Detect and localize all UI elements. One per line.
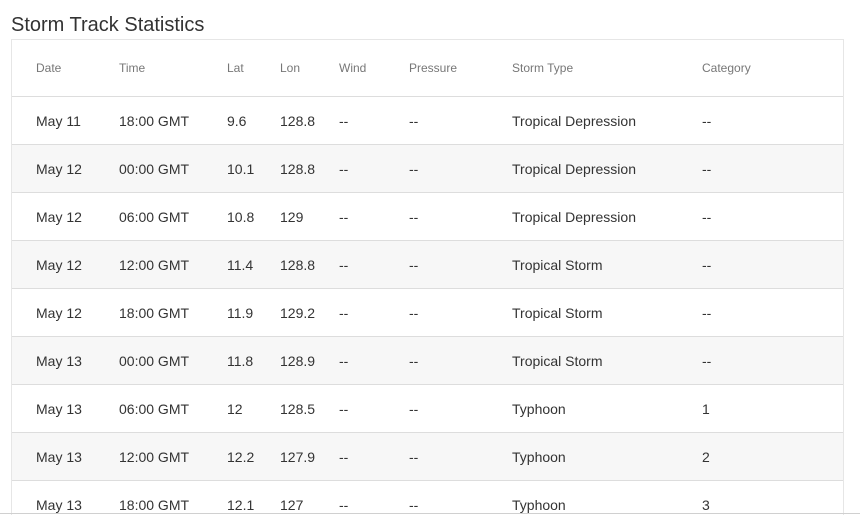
table-row: May 12 12:00 GMT 11.4 128.8 -- -- Tropical Sto… — [12, 240, 843, 289]
cell-time: 18:00 GMT — [119, 288, 227, 337]
table-row: May 11 18:00 GMT 9.6 128.8 -- -- Tropical Depr… — [12, 96, 843, 145]
page-title: Storm Track Statistics — [11, 14, 205, 36]
cell-category: -- — [702, 240, 843, 289]
cell-storm-type: Tropical Storm — [512, 240, 702, 289]
cell-time: 12:00 GMT — [119, 240, 227, 289]
column-header-date[interactable]: Date — [12, 40, 119, 97]
cell-time: 12:00 GMT — [119, 432, 227, 481]
cell-wind: -- — [339, 384, 409, 433]
cell-pressure: -- — [409, 384, 512, 433]
cell-lon: 127 — [280, 480, 339, 515]
cell-category: 3 — [702, 480, 843, 515]
cell-date: May 13 — [12, 432, 119, 481]
cell-lon: 128.8 — [280, 144, 339, 193]
cell-category: 2 — [702, 432, 843, 481]
cell-pressure: -- — [409, 288, 512, 337]
cell-storm-type: Tropical Storm — [512, 288, 702, 337]
column-header-time[interactable]: Time — [119, 40, 227, 97]
cell-wind: -- — [339, 96, 409, 145]
cell-lat: 11.8 — [227, 336, 280, 385]
cell-time: 06:00 GMT — [119, 384, 227, 433]
cell-lat: 11.4 — [227, 240, 280, 289]
table-row: May 12 00:00 GMT 10.1 128.8 -- -- Tropical Dep… — [12, 144, 843, 193]
cell-lat: 10.1 — [227, 144, 280, 193]
cell-wind: -- — [339, 144, 409, 193]
column-header-lon[interactable]: Lon — [280, 40, 339, 97]
header-row: Date Time Lat Lon Wind Pressure Storm Ty… — [12, 40, 843, 97]
cell-wind: -- — [339, 288, 409, 337]
column-header-wind[interactable]: Wind — [339, 40, 409, 97]
cell-date: May 12 — [12, 192, 119, 241]
cell-lon: 129 — [280, 192, 339, 241]
table-row: May 12 06:00 GMT 10.8 129 -- -- Tropical Depre… — [12, 192, 843, 241]
cell-wind: -- — [339, 480, 409, 515]
cell-lat: 9.6 — [227, 96, 280, 145]
cell-pressure: -- — [409, 336, 512, 385]
cell-category: -- — [702, 96, 843, 145]
table-row: May 12 18:00 GMT 11.9 129.2 -- -- Tropical Sto… — [12, 288, 843, 337]
storm-track-table: Date Time Lat Lon Wind Pressure Storm Ty… — [12, 40, 843, 515]
cell-lon: 128.8 — [280, 96, 339, 145]
table-header: Date Time Lat Lon Wind Pressure Storm Ty… — [12, 40, 843, 97]
cell-category: 1 — [702, 384, 843, 433]
cell-date: May 13 — [12, 336, 119, 385]
cell-time: 18:00 GMT — [119, 96, 227, 145]
cell-storm-type: Tropical Depression — [512, 192, 702, 241]
storm-table-container: Date Time Lat Lon Wind Pressure Storm Ty… — [11, 39, 844, 515]
table-body: May 11 18:00 GMT 9.6 128.8 -- -- Tropical Depr… — [12, 96, 843, 515]
cell-wind: -- — [339, 432, 409, 481]
cell-date: May 12 — [12, 288, 119, 337]
cell-storm-type: Tropical Storm — [512, 336, 702, 385]
cell-lon: 128.9 — [280, 336, 339, 385]
table-row: May 13 06:00 GMT 12 128.5 -- -- Typhoon 1 — [12, 384, 843, 433]
cell-lat: 11.9 — [227, 288, 280, 337]
cell-pressure: -- — [409, 480, 512, 515]
cell-time: 00:00 GMT — [119, 336, 227, 385]
cell-lat: 12 — [227, 384, 280, 433]
cell-lon: 129.2 — [280, 288, 339, 337]
cell-lon: 128.5 — [280, 384, 339, 433]
cell-date: May 12 — [12, 240, 119, 289]
cell-category: -- — [702, 288, 843, 337]
bottom-divider — [0, 513, 860, 514]
cell-storm-type: Typhoon — [512, 432, 702, 481]
cell-date: May 13 — [12, 384, 119, 433]
cell-time: 18:00 GMT — [119, 480, 227, 515]
cell-storm-type: Typhoon — [512, 384, 702, 433]
column-header-category[interactable]: Category — [702, 40, 843, 97]
cell-time: 00:00 GMT — [119, 144, 227, 193]
cell-date: May 13 — [12, 480, 119, 515]
cell-pressure: -- — [409, 96, 512, 145]
cell-storm-type: Typhoon — [512, 480, 702, 515]
cell-lon: 128.8 — [280, 240, 339, 289]
column-header-lat[interactable]: Lat — [227, 40, 280, 97]
table-row: May 13 18:00 GMT 12.1 127 -- -- Typhoon 3 — [12, 480, 843, 515]
cell-category: -- — [702, 144, 843, 193]
cell-pressure: -- — [409, 240, 512, 289]
cell-category: -- — [702, 336, 843, 385]
cell-wind: -- — [339, 192, 409, 241]
cell-pressure: -- — [409, 432, 512, 481]
cell-date: May 11 — [12, 96, 119, 145]
column-header-storm-type[interactable]: Storm Type — [512, 40, 702, 97]
cell-wind: -- — [339, 240, 409, 289]
cell-lat: 12.1 — [227, 480, 280, 515]
cell-storm-type: Tropical Depression — [512, 144, 702, 193]
table-row: May 13 12:00 GMT 12.2 127.9 -- -- Typhoon 2 — [12, 432, 843, 481]
cell-pressure: -- — [409, 144, 512, 193]
cell-lat: 12.2 — [227, 432, 280, 481]
cell-time: 06:00 GMT — [119, 192, 227, 241]
cell-category: -- — [702, 192, 843, 241]
cell-wind: -- — [339, 336, 409, 385]
cell-pressure: -- — [409, 192, 512, 241]
cell-storm-type: Tropical Depression — [512, 96, 702, 145]
cell-lat: 10.8 — [227, 192, 280, 241]
column-header-pressure[interactable]: Pressure — [409, 40, 512, 97]
table-row: May 13 00:00 GMT 11.8 128.9 -- -- Tropical Sto… — [12, 336, 843, 385]
cell-date: May 12 — [12, 144, 119, 193]
cell-lon: 127.9 — [280, 432, 339, 481]
